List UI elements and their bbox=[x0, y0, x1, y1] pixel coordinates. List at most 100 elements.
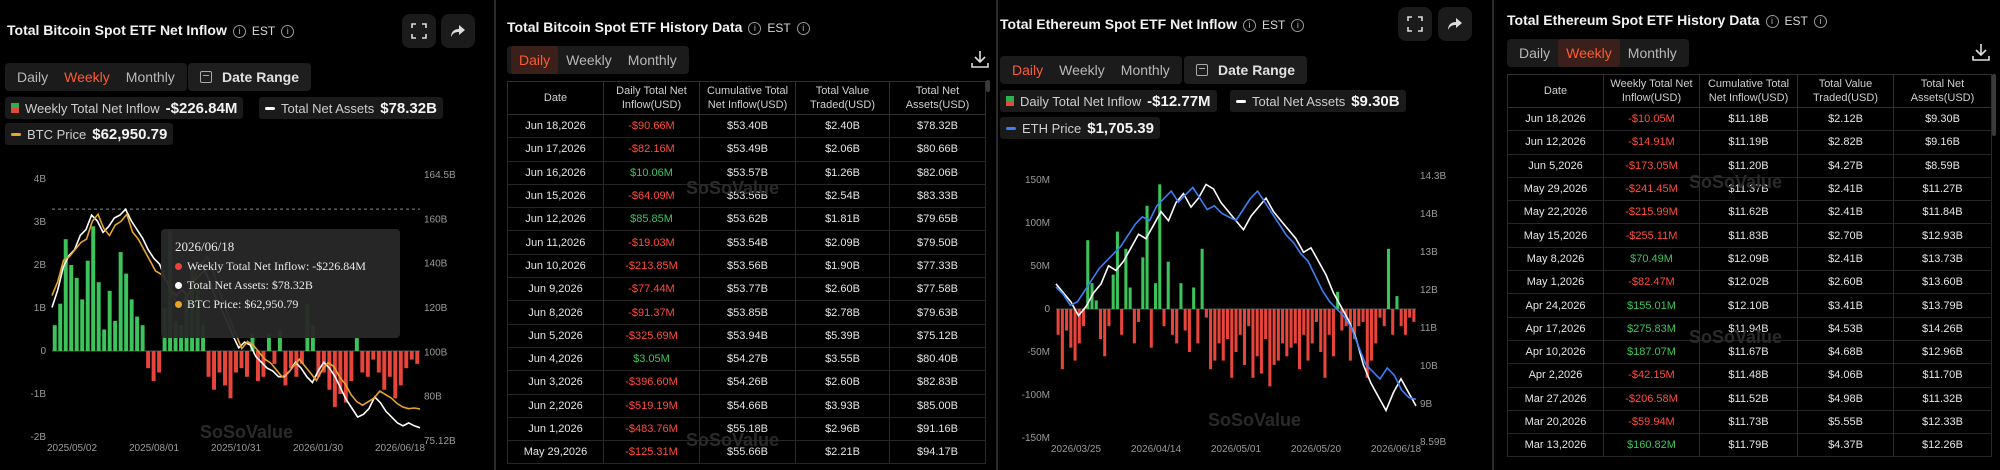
info-icon[interactable]: i bbox=[1813, 15, 1827, 28]
legend-assets[interactable]: Total Net Assets $78.32B bbox=[259, 97, 443, 119]
cell-net-inflow: $85.85M bbox=[603, 207, 700, 232]
timezone-label: EST bbox=[1261, 18, 1286, 32]
col-net-inflow[interactable]: Weekly Total Net Inflow(USD) bbox=[1603, 74, 1700, 108]
tab-daily[interactable]: Daily bbox=[511, 46, 559, 74]
fullscreen-button[interactable] bbox=[402, 14, 436, 48]
cell-date: Jun 2,2026 bbox=[507, 394, 604, 418]
table-scrollbar[interactable] bbox=[1992, 74, 1996, 136]
cell-assets: $83.33B bbox=[889, 184, 986, 209]
cell-net-inflow: $70.49M bbox=[1603, 247, 1700, 272]
y-tick-label: 4B bbox=[34, 174, 47, 185]
info-icon[interactable]: i bbox=[796, 22, 810, 35]
legend-assets[interactable]: Total Net Assets $9.30B bbox=[1230, 90, 1406, 112]
y2-tick-label: 14B bbox=[1420, 209, 1438, 220]
cell-traded: $4.37B bbox=[1797, 433, 1894, 458]
inflow-bar bbox=[376, 351, 381, 373]
date-range-button[interactable]: Date Range bbox=[1184, 56, 1308, 84]
share-button[interactable] bbox=[1438, 7, 1472, 41]
legend-inflow[interactable]: Weekly Total Net Inflow -$226.84M bbox=[5, 97, 244, 119]
table-row: May 22,2026 -$215.99M $11.62B $2.41B $11.84B bbox=[1507, 200, 1992, 225]
chart-tooltip: 2026/06/18 Weekly Total Net Inflow: -$22… bbox=[161, 229, 400, 338]
inflow-bar bbox=[69, 265, 74, 351]
col-date[interactable]: Date bbox=[1507, 74, 1604, 108]
tab-daily[interactable]: Daily bbox=[17, 69, 49, 85]
tab-monthly[interactable]: Monthly bbox=[1120, 62, 1170, 78]
inflow-bar bbox=[1141, 257, 1145, 309]
inflow-bar bbox=[1289, 309, 1293, 348]
inflow-bar bbox=[1386, 248, 1390, 309]
assets-line bbox=[51, 207, 421, 429]
col-traded[interactable]: Total Value Traded(USD) bbox=[795, 81, 890, 115]
table-scrollbar[interactable] bbox=[986, 80, 990, 92]
cell-cumulative: $11.19B bbox=[1699, 130, 1798, 155]
eth-inflow-chart[interactable]: 150M 100M 50M 0 -50M -100M -150M 14.3B 14B 13B 12B… bbox=[998, 160, 1492, 460]
btc-inflow-chart[interactable]: 4B 3B 2B 1B 0 -1B -2B 164.5B 160B 140B 120B 100B 80B… bbox=[0, 165, 494, 465]
cell-cumulative: $11.37B bbox=[1699, 177, 1798, 202]
inflow-bar bbox=[1065, 309, 1069, 331]
table-header-row: Date Weekly Total Net Inflow(USD) Cumula… bbox=[1507, 74, 1992, 108]
inflow-bar bbox=[1302, 309, 1306, 335]
y2-tick-label: 80B bbox=[424, 392, 442, 403]
share-button[interactable] bbox=[441, 14, 475, 48]
date-range-button[interactable]: Date Range bbox=[188, 63, 312, 91]
inflow-bar bbox=[245, 351, 249, 377]
tab-weekly[interactable]: Weekly bbox=[1558, 39, 1620, 67]
info-icon[interactable]: i bbox=[281, 25, 295, 38]
col-cumulative[interactable]: Cumulative Total Net Inflow(USD) bbox=[1699, 74, 1798, 108]
info-icon[interactable]: i bbox=[1765, 15, 1779, 28]
tab-monthly[interactable]: Monthly bbox=[627, 52, 677, 68]
inflow-bar bbox=[146, 351, 151, 369]
col-assets[interactable]: Total Net Assets(USD) bbox=[889, 81, 986, 115]
cell-net-inflow: $3.05M bbox=[603, 347, 700, 372]
inflow-bar bbox=[1412, 309, 1416, 322]
info-icon[interactable]: i bbox=[748, 22, 762, 35]
cell-assets: $11.27B bbox=[1893, 177, 1992, 202]
inflow-bar bbox=[91, 226, 96, 351]
y-tick-label: 0 bbox=[40, 346, 46, 357]
cell-net-inflow: -$325.69M bbox=[603, 324, 700, 348]
tab-monthly[interactable]: Monthly bbox=[125, 69, 175, 85]
legend-price[interactable]: ETH Price $1,705.39 bbox=[1000, 117, 1160, 139]
tab-monthly[interactable]: Monthly bbox=[1627, 45, 1677, 61]
tab-weekly[interactable]: Weekly bbox=[566, 52, 612, 68]
col-cumulative[interactable]: Cumulative Total Net Inflow(USD) bbox=[699, 81, 796, 115]
legend-price[interactable]: BTC Price $62,950.79 bbox=[5, 123, 174, 145]
cell-traded: $2.40B bbox=[795, 114, 890, 139]
inflow-bar bbox=[1234, 309, 1238, 352]
cell-date: Jun 17,2026 bbox=[507, 137, 604, 162]
inflow-bar bbox=[1276, 309, 1280, 361]
cell-net-inflow: -$483.76M bbox=[603, 417, 700, 442]
col-net-inflow[interactable]: Daily Total Net Inflow(USD) bbox=[603, 81, 700, 115]
inflow-bar bbox=[283, 351, 288, 386]
col-traded[interactable]: Total Value Traded(USD) bbox=[1797, 74, 1894, 108]
cell-cumulative: $53.49B bbox=[699, 137, 796, 162]
download-icon[interactable] bbox=[1970, 41, 1992, 63]
tooltip-inflow: Weekly Total Net Inflow: -$226.84M bbox=[187, 259, 366, 273]
inflow-bar bbox=[1069, 309, 1073, 348]
tab-daily[interactable]: Daily bbox=[1519, 45, 1551, 61]
legend-inflow[interactable]: Daily Total Net Inflow -$12.77M bbox=[1000, 90, 1217, 112]
watermark: SoSoValue bbox=[200, 422, 294, 442]
download-icon[interactable] bbox=[969, 48, 991, 70]
tab-daily[interactable]: Daily bbox=[1012, 62, 1044, 78]
cell-net-inflow: -$91.37M bbox=[603, 300, 700, 325]
info-icon[interactable]: i bbox=[232, 25, 246, 38]
info-icon[interactable]: i bbox=[1242, 19, 1256, 32]
cell-date: Jun 18,2026 bbox=[507, 114, 604, 139]
table-row: May 29,2026 -$241.45M $11.37B $2.41B $11.27B bbox=[1507, 177, 1992, 202]
cell-traded: $4.27B bbox=[1797, 154, 1894, 178]
info-icon[interactable]: i bbox=[1291, 19, 1305, 32]
inflow-bar bbox=[135, 316, 140, 351]
cell-assets: $80.66B bbox=[889, 137, 986, 162]
col-date[interactable]: Date bbox=[507, 81, 604, 115]
col-assets[interactable]: Total Net Assets(USD) bbox=[1893, 74, 1992, 108]
inflow-bar bbox=[1107, 309, 1111, 327]
fullscreen-button[interactable] bbox=[1398, 7, 1432, 41]
inflow-bar bbox=[179, 325, 184, 351]
tab-weekly[interactable]: Weekly bbox=[64, 69, 110, 85]
assets-line bbox=[1055, 183, 1417, 413]
tab-weekly[interactable]: Weekly bbox=[1059, 62, 1105, 78]
inflow-bar bbox=[393, 351, 398, 399]
eth-history-table: Date Weekly Total Net Inflow(USD) Cumula… bbox=[1507, 74, 1992, 458]
cell-cumulative: $55.18B bbox=[699, 417, 796, 442]
